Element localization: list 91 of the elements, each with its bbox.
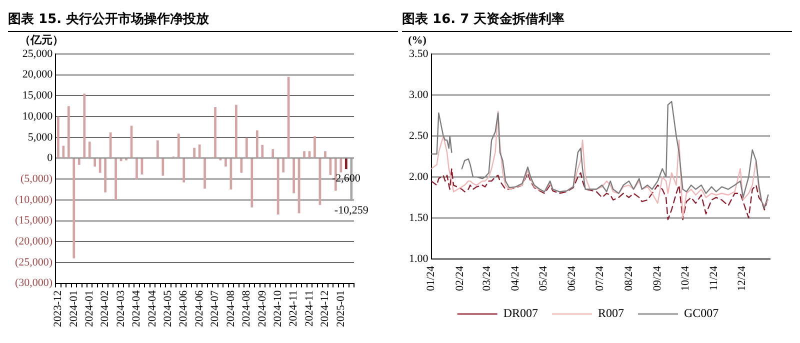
bar [98,158,102,173]
bar [224,158,227,167]
bar [292,158,295,194]
x-tick-label: 2024-12 [319,290,332,328]
x-tick-label: 2024-01 [84,290,96,328]
bar [88,142,91,158]
y-axis-title: （亿元） [20,34,64,46]
x-tick-label: 2024-09 [256,290,268,328]
x-tick-label: 07/24 [594,265,606,292]
x-tick-label: 01/24 [425,265,438,292]
bar [261,144,264,158]
legend-label: DR007 [503,306,538,320]
bar [162,158,164,176]
bar [250,158,254,208]
y-tick-label: 2.50 [409,130,429,142]
x-tick-label: 03/24 [480,265,493,292]
x-tick-label: 04/24 [510,265,522,292]
bar [214,106,216,158]
y-tick-label: (25,000) [15,256,53,268]
x-tick-label: 2024-04 [146,290,158,328]
bar [235,104,238,158]
legend-label: GC007 [684,306,719,320]
x-tick-label: 2024-10 [272,290,284,328]
x-tick-label: 2024-03 [114,290,127,328]
bar [256,130,258,158]
data-label: -10,259 [334,204,369,216]
y-tick-label: (15,000) [15,214,53,227]
y-tick-label: 3.50 [409,48,429,60]
y-tick-label: 10,000 [22,110,54,122]
x-tick-label: 02/24 [454,265,466,292]
y-tick-label: (5,000) [20,172,53,185]
bar [83,94,86,158]
x-tick-label: 2024-11 [303,290,316,327]
y-tick-label: 20,000 [22,68,54,81]
y-tick-label: (10,000) [15,194,53,206]
x-tick-label: 2024-06 [193,290,206,328]
y-tick-label: 25,000 [22,48,54,60]
y-tick-label: 3.00 [409,88,429,101]
x-tick-label: 08/24 [622,265,635,292]
x-tick-label: 2025-01 [334,290,347,328]
bar [67,106,70,158]
x-tick-label: 10/24 [679,265,692,292]
bar [324,151,326,158]
bar [57,116,60,158]
bar [156,140,159,158]
x-tick-label: 12/24 [736,265,748,292]
bar [177,134,180,158]
x-tick-label: 2024-08 [224,290,237,328]
x-tick-label: 06/24 [566,265,578,292]
x-tick-label: 2024-05 [162,290,174,328]
bar [182,158,186,182]
y-tick-label: 1.50 [409,212,429,224]
bar [94,158,96,167]
bar [340,158,342,172]
bar [72,158,76,258]
bar [314,136,316,158]
y-tick-label: 15,000 [22,90,54,102]
bar [245,138,248,158]
bar [276,158,280,215]
y-axis-title: (%) [408,34,427,46]
x-tick-label: 2024-02 [99,290,112,328]
chart-title: 图表 15. 央行公开市场操作净投放 [8,8,398,32]
bar [272,149,274,158]
bar [204,158,206,189]
line-series [431,168,769,220]
y-tick-label: 5,000 [28,131,54,144]
legend-label: R007 [598,306,624,320]
x-tick-label: 2024-04 [130,290,143,328]
x-tick-label: 2023-12 [52,290,64,328]
y-tick-label: (20,000) [15,236,53,248]
x-tick-label: 2024-01 [68,290,80,328]
bar [344,158,348,170]
y-tick-label: 1.00 [409,252,429,265]
y-tick-label: (30,000) [15,277,53,290]
x-tick-label: 09/24 [652,265,664,292]
bar [104,158,106,192]
x-tick-label: 05/24 [537,265,550,292]
x-tick-label: 2024-11 [288,290,300,327]
bar [114,158,117,200]
y-tick-label: 0 [47,152,54,164]
x-tick-label: 11/24 [708,265,720,291]
bar [136,158,138,180]
x-tick-label: 2024-08 [240,290,253,328]
chart-title: 图表 16. 7 天资金拆借利率 [402,8,792,32]
bar [193,148,196,158]
bar [282,158,284,172]
x-tick-label: 2024-06 [178,290,190,328]
bar [303,151,306,158]
x-tick-label: 2024-07 [209,290,222,328]
y-tick-label: 2.00 [409,170,429,183]
bar [78,158,80,165]
